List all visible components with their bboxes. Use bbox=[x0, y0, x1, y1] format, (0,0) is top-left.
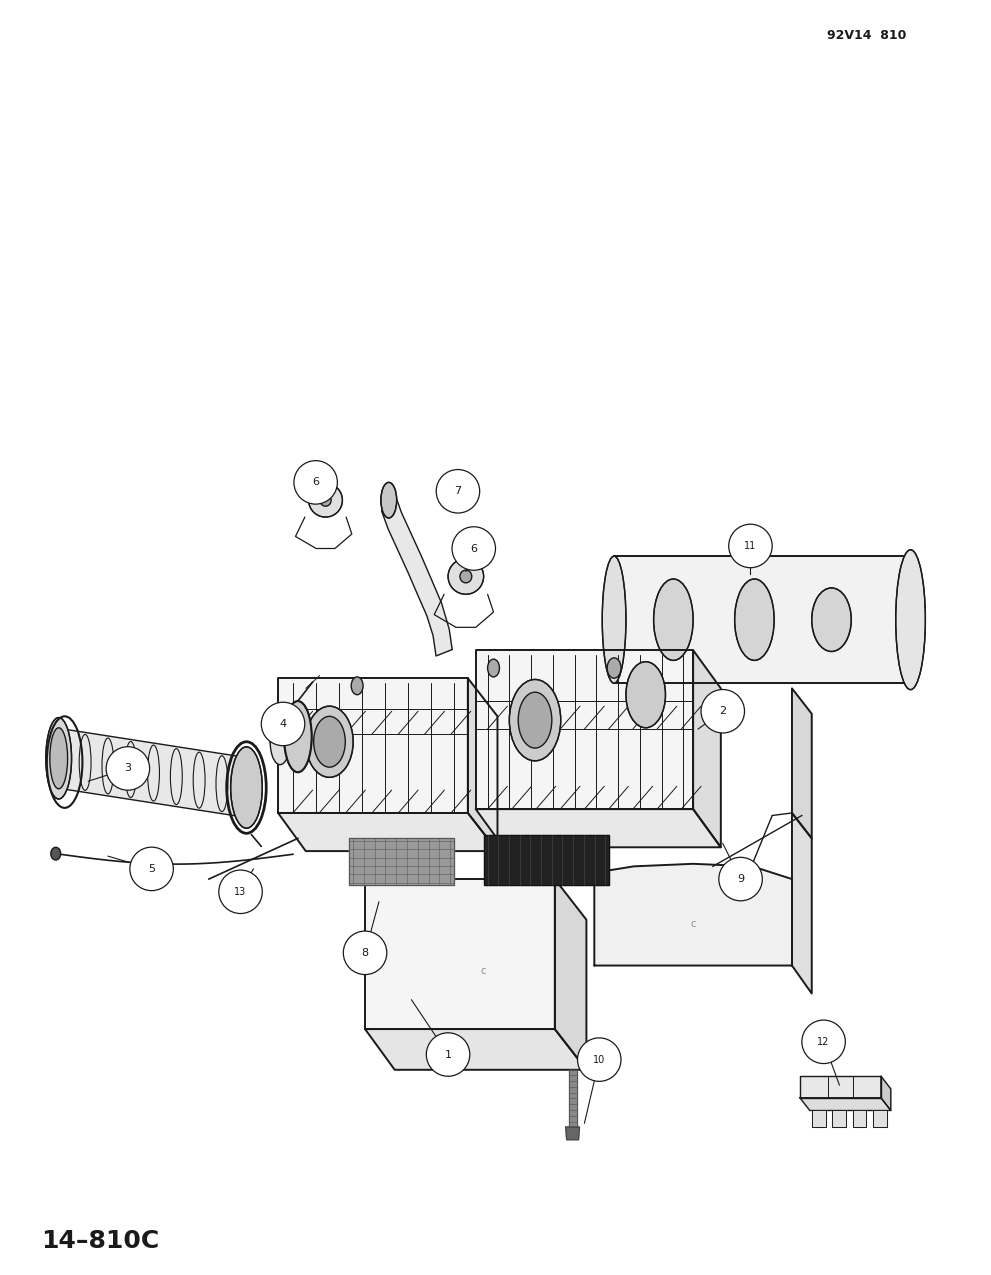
Text: 5: 5 bbox=[148, 864, 156, 873]
Circle shape bbox=[802, 1020, 845, 1063]
Polygon shape bbox=[881, 1076, 891, 1111]
Ellipse shape bbox=[381, 482, 396, 518]
Ellipse shape bbox=[320, 495, 331, 506]
Polygon shape bbox=[484, 835, 609, 885]
Ellipse shape bbox=[896, 550, 926, 690]
Text: 9: 9 bbox=[737, 875, 744, 884]
Ellipse shape bbox=[314, 717, 345, 768]
Ellipse shape bbox=[284, 701, 312, 773]
Polygon shape bbox=[800, 1076, 881, 1098]
Ellipse shape bbox=[50, 728, 67, 789]
Polygon shape bbox=[476, 810, 720, 848]
Ellipse shape bbox=[51, 848, 60, 861]
Polygon shape bbox=[595, 864, 792, 965]
Text: 92V14  810: 92V14 810 bbox=[826, 29, 906, 42]
Circle shape bbox=[106, 747, 150, 790]
Ellipse shape bbox=[518, 692, 552, 748]
Text: 6: 6 bbox=[471, 543, 478, 553]
Ellipse shape bbox=[654, 579, 693, 660]
Circle shape bbox=[718, 857, 762, 901]
Polygon shape bbox=[365, 878, 555, 1029]
Ellipse shape bbox=[607, 658, 621, 678]
Circle shape bbox=[219, 870, 263, 913]
Polygon shape bbox=[569, 1070, 577, 1127]
Polygon shape bbox=[566, 1127, 580, 1140]
Polygon shape bbox=[792, 813, 812, 993]
Text: 13: 13 bbox=[235, 887, 247, 896]
Text: 14–810C: 14–810C bbox=[41, 1229, 160, 1253]
Text: 1: 1 bbox=[445, 1049, 452, 1060]
Ellipse shape bbox=[271, 719, 290, 765]
Ellipse shape bbox=[734, 579, 774, 660]
Text: 10: 10 bbox=[594, 1054, 606, 1065]
Circle shape bbox=[343, 931, 386, 974]
Text: 7: 7 bbox=[455, 486, 462, 496]
Polygon shape bbox=[365, 1029, 587, 1070]
Polygon shape bbox=[614, 556, 911, 683]
Polygon shape bbox=[832, 1111, 846, 1127]
Text: 2: 2 bbox=[719, 706, 726, 717]
Polygon shape bbox=[476, 650, 693, 810]
Polygon shape bbox=[693, 650, 720, 848]
Text: c: c bbox=[481, 965, 487, 975]
Ellipse shape bbox=[308, 483, 343, 518]
Ellipse shape bbox=[460, 570, 472, 583]
Ellipse shape bbox=[306, 706, 353, 778]
Polygon shape bbox=[555, 878, 587, 1070]
Polygon shape bbox=[468, 678, 497, 852]
Polygon shape bbox=[812, 1111, 826, 1127]
Polygon shape bbox=[278, 678, 468, 813]
Ellipse shape bbox=[603, 556, 626, 683]
Ellipse shape bbox=[448, 558, 484, 594]
Polygon shape bbox=[800, 1098, 891, 1111]
Ellipse shape bbox=[626, 662, 666, 728]
Polygon shape bbox=[852, 1111, 866, 1127]
Polygon shape bbox=[873, 1111, 887, 1127]
Circle shape bbox=[130, 847, 173, 891]
Ellipse shape bbox=[46, 718, 71, 799]
Circle shape bbox=[728, 524, 772, 567]
Polygon shape bbox=[278, 813, 497, 852]
Text: 6: 6 bbox=[312, 477, 319, 487]
Ellipse shape bbox=[488, 659, 499, 677]
Polygon shape bbox=[792, 688, 812, 839]
Circle shape bbox=[262, 703, 305, 746]
Text: 12: 12 bbox=[818, 1037, 829, 1047]
Circle shape bbox=[436, 469, 480, 513]
Ellipse shape bbox=[351, 677, 363, 695]
Ellipse shape bbox=[812, 588, 851, 652]
Polygon shape bbox=[349, 839, 454, 885]
Text: 3: 3 bbox=[125, 764, 132, 774]
Text: 11: 11 bbox=[744, 541, 756, 551]
Circle shape bbox=[452, 527, 496, 570]
Circle shape bbox=[701, 690, 744, 733]
Circle shape bbox=[294, 460, 337, 504]
Polygon shape bbox=[382, 497, 452, 655]
Polygon shape bbox=[55, 729, 250, 817]
Text: c: c bbox=[691, 918, 696, 928]
Ellipse shape bbox=[509, 680, 561, 761]
Ellipse shape bbox=[231, 747, 263, 829]
Circle shape bbox=[578, 1038, 621, 1081]
Text: 4: 4 bbox=[279, 719, 286, 729]
Circle shape bbox=[426, 1033, 470, 1076]
Text: 8: 8 bbox=[362, 947, 369, 958]
